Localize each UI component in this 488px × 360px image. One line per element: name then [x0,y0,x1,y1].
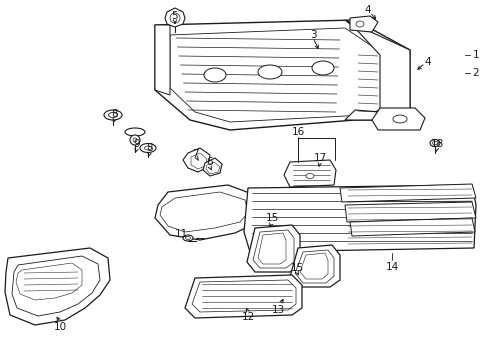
Ellipse shape [125,128,145,136]
Text: 1: 1 [472,50,478,60]
Polygon shape [299,253,327,279]
Ellipse shape [133,138,137,142]
Text: 3: 3 [309,30,316,40]
Polygon shape [294,250,333,283]
Ellipse shape [170,13,180,23]
Text: 17: 17 [313,153,326,163]
Polygon shape [345,202,475,222]
Polygon shape [5,248,110,325]
Polygon shape [155,20,409,130]
Ellipse shape [203,68,225,82]
Polygon shape [155,25,170,95]
Polygon shape [349,16,377,32]
Text: 11: 11 [174,229,187,239]
Polygon shape [170,28,384,122]
Polygon shape [155,185,260,240]
Ellipse shape [140,144,156,153]
Text: 4: 4 [424,57,430,67]
Text: 4: 4 [364,5,370,15]
Ellipse shape [104,110,122,120]
Polygon shape [192,280,295,312]
Text: 18: 18 [429,139,443,149]
Ellipse shape [429,140,439,147]
Polygon shape [349,218,474,236]
Ellipse shape [185,237,190,239]
Text: 7: 7 [191,149,198,159]
Polygon shape [284,160,335,187]
Text: 8: 8 [146,143,153,153]
Ellipse shape [108,112,117,117]
Polygon shape [184,275,302,318]
Text: 9: 9 [133,139,140,149]
Polygon shape [191,153,206,169]
Polygon shape [258,233,285,264]
Ellipse shape [258,65,282,79]
Polygon shape [183,148,209,172]
Polygon shape [164,8,184,27]
Polygon shape [289,245,339,287]
Text: 2: 2 [472,68,478,78]
Ellipse shape [355,21,363,27]
Ellipse shape [183,235,193,241]
Ellipse shape [289,293,295,297]
Polygon shape [345,20,409,120]
Ellipse shape [311,61,333,75]
Text: 14: 14 [385,262,398,272]
Text: 8: 8 [111,109,118,119]
Polygon shape [339,184,475,202]
Ellipse shape [130,135,140,145]
Text: 16: 16 [291,127,304,137]
Text: 5: 5 [171,11,178,21]
Ellipse shape [431,141,437,145]
Ellipse shape [144,146,151,150]
Text: 15: 15 [265,213,278,223]
Ellipse shape [305,174,313,179]
Ellipse shape [286,291,299,299]
Polygon shape [371,108,424,130]
Polygon shape [160,192,247,232]
Text: 6: 6 [206,157,213,167]
Polygon shape [12,256,100,316]
Text: 15: 15 [290,263,303,273]
Polygon shape [246,225,299,272]
Polygon shape [244,185,475,252]
Text: 12: 12 [241,312,254,322]
Polygon shape [205,162,220,174]
Polygon shape [252,230,293,268]
Ellipse shape [392,115,406,123]
Text: 10: 10 [53,322,66,332]
Polygon shape [203,158,222,176]
Text: 13: 13 [271,305,284,315]
Polygon shape [16,263,82,300]
